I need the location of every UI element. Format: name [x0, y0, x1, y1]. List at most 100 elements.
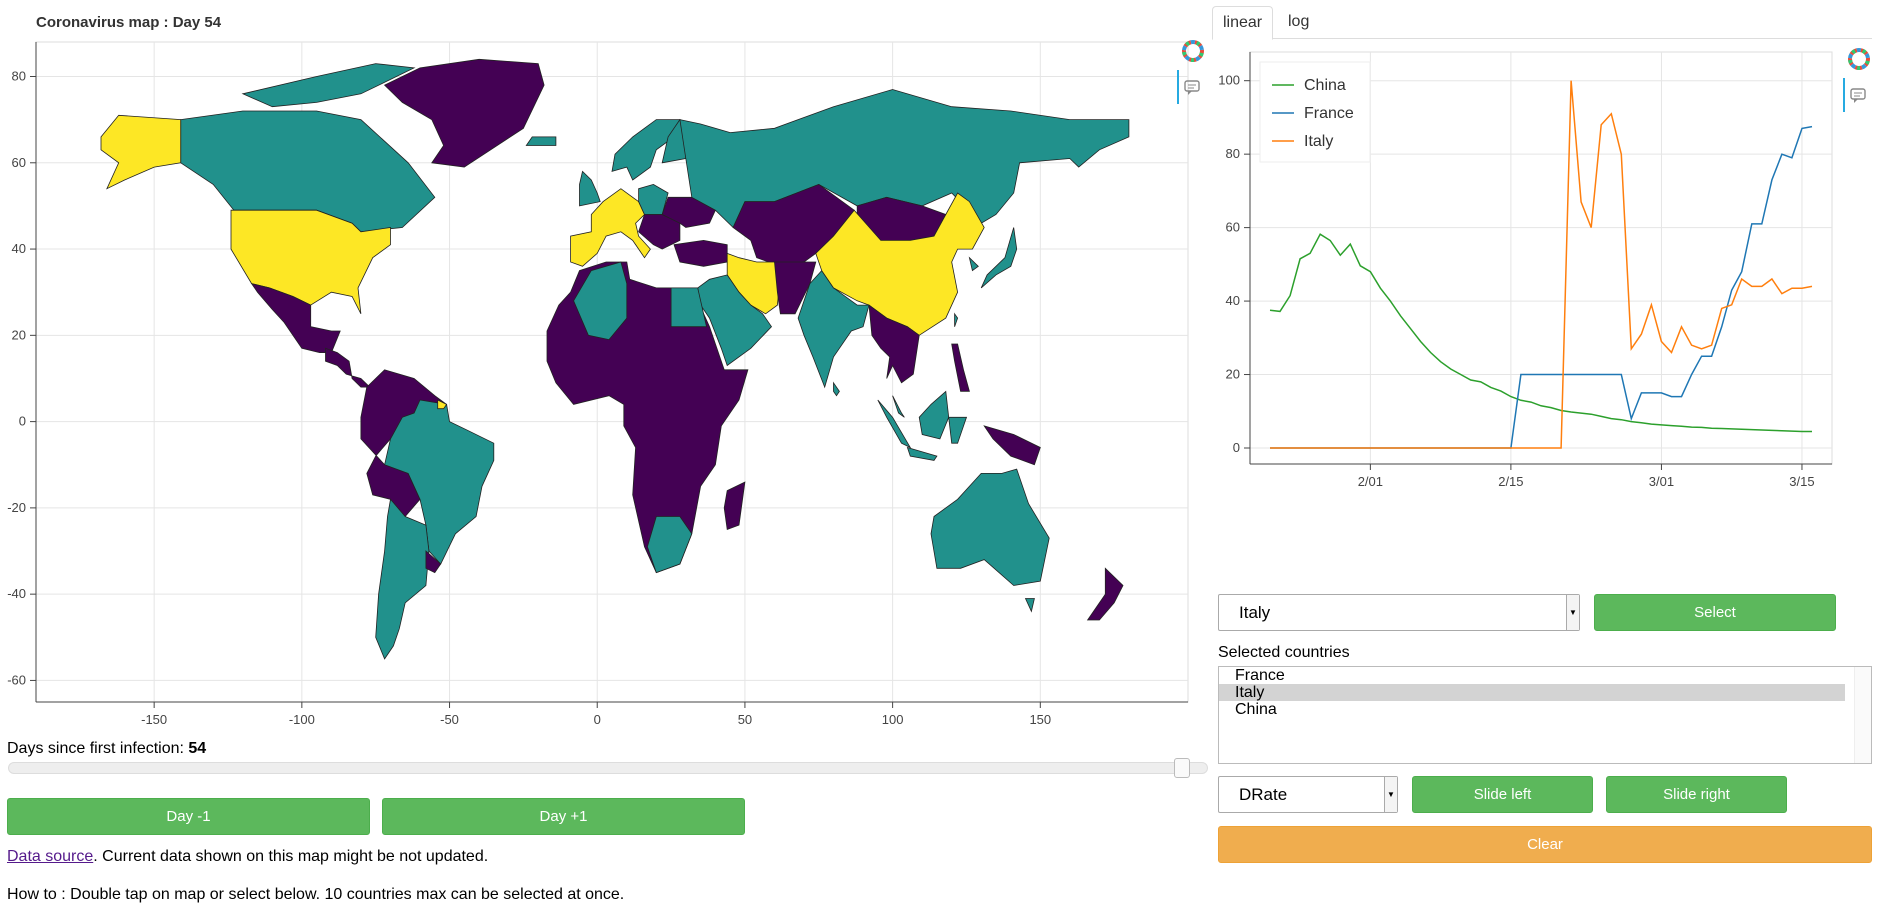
y-tick-label: -40: [7, 586, 26, 601]
metric-select-value: DRate: [1239, 785, 1288, 804]
y-tick-label: 80: [1226, 146, 1240, 161]
country-sri-lanka[interactable]: [833, 381, 840, 397]
country-egypt[interactable]: [670, 287, 708, 328]
country-ukraine[interactable]: [661, 196, 716, 228]
x-tick-label: -50: [440, 712, 459, 724]
clear-button[interactable]: Clear: [1218, 826, 1872, 863]
series-line-italy: [1270, 80, 1813, 449]
selected-countries-list[interactable]: France Italy China: [1218, 666, 1872, 764]
chevron-down-icon: ▼: [1384, 777, 1397, 812]
country-western-europe[interactable]: [570, 188, 651, 267]
y-tick-label: 80: [12, 69, 26, 84]
line-chart[interactable]: 0 20 40 60 80 100 2/01 2/15 3/01 3/15 China France…: [1212, 44, 1852, 594]
hover-tool-icon[interactable]: [1850, 88, 1866, 109]
slide-left-button[interactable]: Slide left: [1412, 776, 1593, 813]
day-plus-button[interactable]: Day +1: [382, 798, 745, 835]
tab-linear[interactable]: linear: [1212, 6, 1274, 40]
country-alaska[interactable]: [100, 114, 182, 190]
legend-label: Italy: [1304, 133, 1333, 150]
world-map[interactable]: -150 -100 -50 0 50 100 150 80 60 40 20 0 -20 -40 -60: [0, 34, 1200, 724]
metric-select[interactable]: DRate ▼: [1218, 776, 1398, 813]
country-mexico[interactable]: [250, 282, 341, 353]
country-sulawesi[interactable]: [948, 416, 968, 444]
country-turkey[interactable]: [673, 239, 728, 267]
country-middle-east[interactable]: [697, 274, 773, 367]
tab-bar-divider: [1212, 38, 1872, 39]
country-madagascar[interactable]: [723, 481, 746, 531]
selected-countries-label: Selected countries: [1218, 644, 1350, 661]
country-malaysia[interactable]: [892, 395, 905, 418]
list-item[interactable]: China: [1235, 701, 1277, 718]
active-tool-indicator: [1177, 70, 1179, 104]
x-tick-label: 3/15: [1789, 474, 1814, 489]
x-tick-label: -150: [141, 712, 167, 724]
country-arctic-islands[interactable]: [241, 63, 416, 108]
country-uruguay[interactable]: [425, 550, 442, 574]
list-item[interactable]: Italy: [1219, 684, 1845, 701]
days-slider-track[interactable]: [8, 762, 1208, 774]
country-southern-cone[interactable]: [375, 498, 430, 660]
y-tick-label: 0: [19, 414, 26, 429]
data-source-note: Data source. Current data shown on this …: [7, 848, 488, 866]
day-minus-button[interactable]: Day -1: [7, 798, 370, 835]
slide-right-button[interactable]: Slide right: [1606, 776, 1787, 813]
country-tasmania[interactable]: [1024, 598, 1035, 613]
country-select[interactable]: Italy ▼: [1218, 594, 1580, 631]
chart-legend: [1259, 61, 1371, 163]
legend-label: France: [1304, 105, 1354, 122]
country-taiwan[interactable]: [954, 312, 959, 327]
country-korea-japan[interactable]: [968, 256, 979, 272]
y-tick-label: -60: [7, 672, 26, 687]
x-tick-label: 2/15: [1498, 474, 1523, 489]
country-africa-north[interactable]: [546, 261, 749, 574]
bokeh-logo-icon[interactable]: [1182, 40, 1204, 67]
country-guiana[interactable]: [437, 399, 448, 410]
country-se-asia[interactable]: [868, 304, 920, 384]
days-slider-label: Days since first infection: 54: [7, 740, 206, 758]
country-iceland[interactable]: [525, 136, 557, 146]
hover-tool-icon[interactable]: [1184, 80, 1200, 101]
tab-bar: linear log: [1212, 4, 1412, 40]
map-title: Coronavirus map : Day 54: [36, 14, 222, 31]
howto-text: How to : Double tap on map or select bel…: [7, 886, 625, 903]
y-tick-label: 40: [1226, 293, 1240, 308]
x-tick-label: 0: [594, 712, 601, 724]
country-greenland[interactable]: [383, 58, 545, 168]
y-tick-label: 20: [12, 327, 26, 342]
x-tick-label: 150: [1029, 712, 1051, 724]
country-afghan-pak[interactable]: [774, 261, 817, 315]
list-item[interactable]: France: [1235, 667, 1285, 684]
x-tick-label: 3/01: [1649, 474, 1674, 489]
x-tick-label: 100: [882, 712, 904, 724]
tab-log[interactable]: log: [1288, 13, 1310, 30]
country-china[interactable]: [815, 192, 985, 336]
data-source-link[interactable]: Data source: [7, 848, 94, 865]
y-tick-label: 60: [12, 155, 26, 170]
active-tool-indicator: [1843, 78, 1845, 112]
x-tick-label: 2/01: [1358, 474, 1383, 489]
country-japan[interactable]: [980, 227, 1018, 289]
country-philippines[interactable]: [951, 343, 970, 392]
series-line-china: [1269, 233, 1812, 433]
y-tick-label: 40: [12, 241, 26, 256]
country-java[interactable]: [906, 446, 938, 461]
country-australia[interactable]: [930, 468, 1050, 586]
x-tick-label: -100: [289, 712, 315, 724]
days-label-text: Days since first infection:: [7, 740, 189, 757]
select-button[interactable]: Select: [1594, 594, 1836, 631]
country-algeria[interactable]: [573, 261, 628, 341]
y-tick-label: 60: [1226, 220, 1240, 235]
country-papua[interactable]: [983, 425, 1041, 466]
days-slider-handle[interactable]: [1174, 758, 1191, 778]
x-tick-label: 50: [738, 712, 752, 724]
chevron-down-icon: ▼: [1566, 595, 1579, 630]
country-uk[interactable]: [579, 170, 601, 207]
country-south-africa[interactable]: [646, 516, 693, 574]
days-value: 54: [188, 740, 207, 757]
bokeh-logo-icon[interactable]: [1848, 48, 1870, 75]
country-sumatra[interactable]: [877, 399, 912, 449]
list-scrollbar[interactable]: [1854, 667, 1871, 763]
data-source-text: . Current data shown on this map might b…: [93, 848, 489, 865]
country-new-zealand[interactable]: [1086, 567, 1124, 621]
y-tick-label: -20: [7, 500, 26, 515]
